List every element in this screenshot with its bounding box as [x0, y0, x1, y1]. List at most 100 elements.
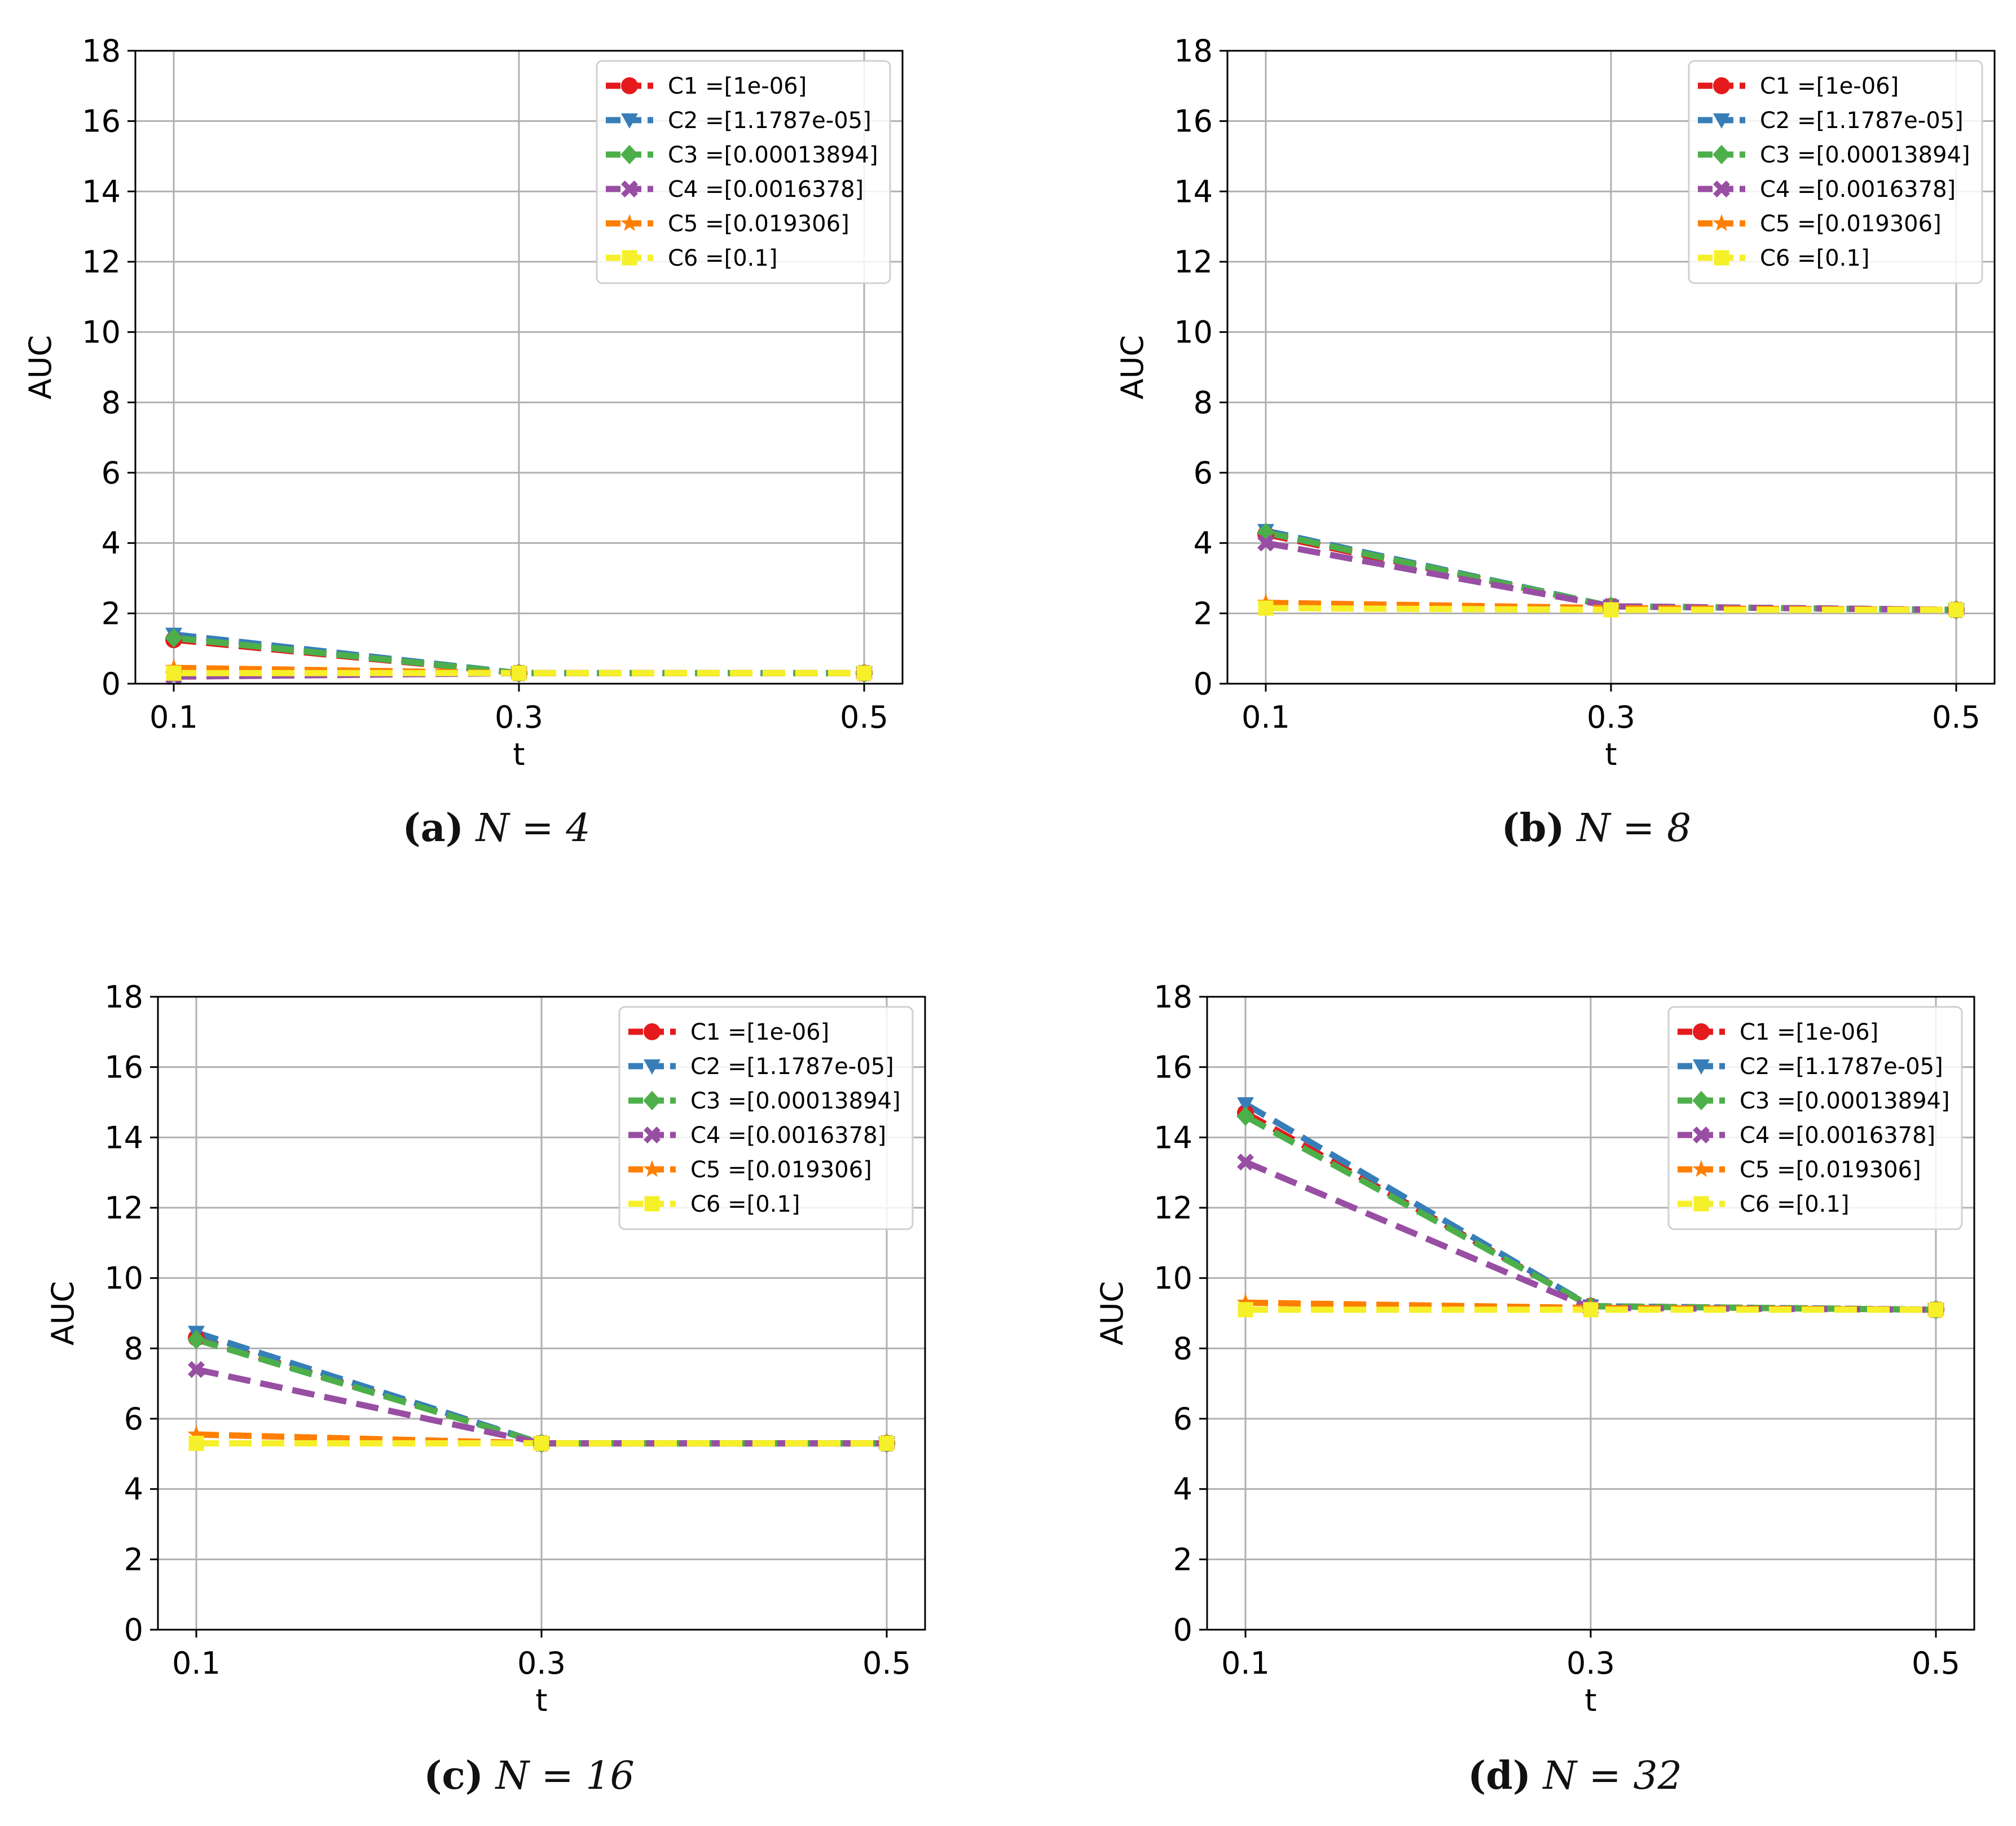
data-point-c3	[165, 628, 183, 648]
y-tick-label: 0	[1173, 1612, 1192, 1648]
x-axis-label: t	[513, 737, 525, 772]
x-axis-label: t	[1605, 737, 1617, 772]
y-tick-label: 6	[1194, 455, 1213, 491]
legend-marker-c3	[1692, 1090, 1710, 1111]
y-tick-label: 12	[82, 244, 121, 280]
legend-label: C2 =[1.1787e-05]	[690, 1054, 894, 1080]
legend-label: C2 =[1.1787e-05]	[668, 108, 871, 134]
legend-label: C3 =[0.00013894]	[1760, 142, 1970, 168]
y-tick-label: 18	[104, 979, 143, 1015]
y-tick-label: 10	[1154, 1261, 1192, 1296]
legend-marker-c2	[1713, 113, 1730, 129]
legend-marker-c1	[621, 77, 638, 94]
data-point-c4	[1237, 1153, 1254, 1171]
legend-label: C1 =[1e-06]	[1740, 1019, 1878, 1045]
y-tick-label: 16	[82, 104, 121, 139]
legend-marker-c5	[643, 1160, 661, 1177]
legend-label: C6 =[0.1]	[1740, 1191, 1849, 1217]
legend-box	[1667, 1006, 1963, 1230]
legend-marker-c1	[1693, 1023, 1710, 1040]
data-point-c6	[1238, 1302, 1253, 1318]
y-tick-label: 4	[1173, 1472, 1192, 1507]
data-point-c2	[1237, 1097, 1254, 1113]
y-tick-label: 14	[1174, 174, 1213, 209]
y-axis-label: AUC	[1115, 335, 1150, 399]
y-tick-label: 12	[1174, 244, 1213, 280]
legend-label: C5 =[0.019306]	[668, 211, 849, 237]
data-point-c6	[166, 665, 182, 681]
legend-marker-c3	[1713, 144, 1731, 165]
x-tick-label: 0.3	[1566, 1645, 1615, 1681]
y-tick-label: 2	[124, 1542, 143, 1577]
legend-marker-c4	[621, 181, 638, 197]
y-tick-label: 2	[102, 596, 121, 631]
legend-label: C3 =[0.00013894]	[690, 1088, 901, 1114]
y-tick-label: 8	[1194, 385, 1213, 420]
y-axis-label: AUC	[45, 1281, 81, 1345]
data-point-c6	[1583, 1302, 1599, 1318]
data-point-c6	[879, 1436, 895, 1451]
legend-label: C4 =[0.0016378]	[668, 177, 864, 203]
y-tick-label: 0	[1194, 666, 1213, 702]
legend-label: C6 =[0.1]	[690, 1191, 800, 1217]
caption-math: N = 4	[476, 806, 591, 851]
data-point-c6	[511, 665, 527, 681]
x-tick-label: 0.1	[1242, 699, 1290, 735]
legend-marker-c4	[1713, 181, 1730, 197]
y-tick-label: 10	[104, 1261, 143, 1296]
legend-label: C5 =[0.019306]	[690, 1157, 872, 1183]
y-tick-label: 0	[124, 1612, 143, 1648]
legend-marker-c3	[620, 144, 639, 165]
y-tick-label: 16	[1174, 104, 1213, 139]
caption-label: (b)	[1501, 806, 1565, 851]
y-tick-label: 16	[1154, 1050, 1192, 1085]
y-tick-label: 2	[1173, 1542, 1192, 1577]
y-tick-label: 10	[82, 315, 121, 350]
y-tick-label: 12	[104, 1190, 143, 1226]
y-axis-label: AUC	[1094, 1281, 1130, 1345]
legend-marker-c5	[1692, 1160, 1710, 1177]
legend-label: C6 =[0.1]	[668, 245, 777, 271]
legend-label: C4 =[0.0016378]	[1740, 1123, 1935, 1149]
y-tick-label: 2	[1194, 596, 1213, 631]
legend-box	[1688, 60, 1983, 284]
legend: C1 =[1e-06] C2 =[1.1787e-05] C3 =[0.000138…	[596, 60, 891, 284]
y-tick-label: 18	[82, 33, 121, 69]
caption-d: (d) N = 32	[1468, 1753, 1682, 1798]
legend-marker-c4	[1693, 1127, 1710, 1143]
y-tick-label: 6	[1173, 1401, 1192, 1437]
y-tick-label: 12	[1154, 1190, 1192, 1226]
data-point-c6	[856, 665, 872, 681]
y-tick-label: 4	[124, 1472, 143, 1507]
y-tick-label: 18	[1154, 979, 1192, 1015]
legend-marker-c6	[1714, 250, 1729, 266]
data-point-c4	[188, 1361, 205, 1378]
legend-marker-c6	[644, 1196, 660, 1212]
legend: C1 =[1e-06] C2 =[1.1787e-05] C3 =[0.000138…	[1688, 60, 1983, 284]
caption-c: (c) N = 16	[424, 1753, 635, 1798]
caption-math: N = 32	[1543, 1754, 1682, 1798]
legend: C1 =[1e-06] C2 =[1.1787e-05] C3 =[0.000138…	[618, 1006, 914, 1230]
legend-label: C5 =[0.019306]	[1740, 1157, 1921, 1183]
x-tick-label: 0.1	[149, 699, 198, 735]
legend-marker-c5	[1713, 214, 1731, 231]
caption-a: (a) N = 4	[402, 806, 590, 851]
y-axis-label: AUC	[23, 335, 58, 399]
legend-marker-c4	[644, 1127, 661, 1143]
x-tick-label: 0.5	[1932, 699, 1980, 735]
y-tick-label: 4	[102, 526, 121, 561]
data-point-c6	[534, 1436, 549, 1451]
legend: C1 =[1e-06] C2 =[1.1787e-05] C3 =[0.000138…	[1667, 1006, 1963, 1230]
legend-marker-c5	[620, 214, 639, 231]
legend-marker-c1	[1713, 77, 1730, 94]
data-point-c6	[188, 1436, 204, 1451]
legend-marker-c2	[1693, 1059, 1710, 1075]
caption-math: N = 8	[1577, 806, 1692, 851]
legend-label: C5 =[0.019306]	[1760, 211, 1942, 237]
